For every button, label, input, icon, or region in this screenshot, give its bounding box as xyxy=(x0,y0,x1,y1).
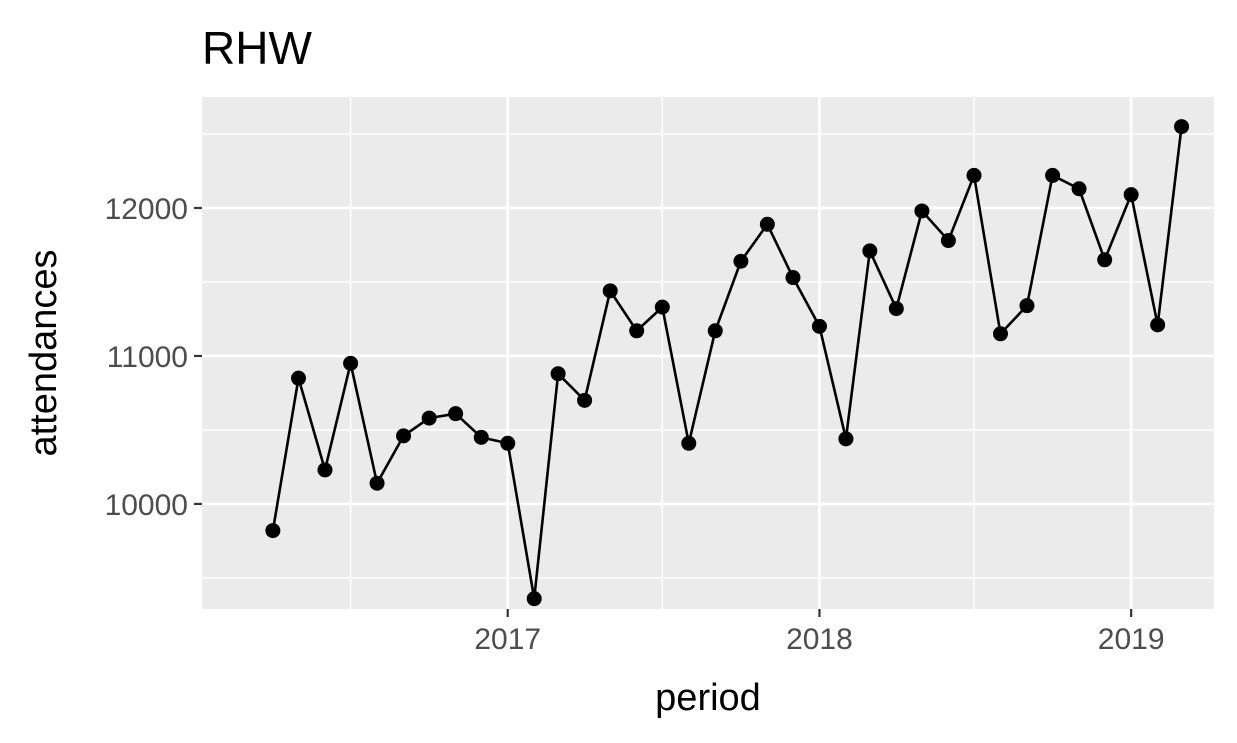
y-axis-ticks: 10000 11000 12000 xyxy=(105,193,202,522)
data-point xyxy=(888,301,904,317)
data-point xyxy=(602,283,618,299)
data-point xyxy=(681,435,697,451)
data-point xyxy=(448,406,464,422)
data-point xyxy=(526,591,542,607)
chart-title: RHW xyxy=(202,22,312,74)
data-point xyxy=(811,318,827,334)
y-axis-title: attendances xyxy=(23,249,65,456)
data-point xyxy=(733,253,749,269)
x-tick-label: 2018 xyxy=(786,623,853,656)
series-layer xyxy=(265,119,1190,607)
data-point xyxy=(343,355,359,371)
data-point xyxy=(785,270,801,286)
data-point xyxy=(1019,298,1035,314)
data-point xyxy=(577,392,593,408)
data-point xyxy=(862,243,878,259)
x-tick-label: 2017 xyxy=(474,623,541,656)
data-point xyxy=(473,429,489,445)
data-point xyxy=(500,435,516,451)
y-tick-label: 12000 xyxy=(105,193,188,226)
data-point xyxy=(966,167,982,183)
data-point xyxy=(265,523,281,539)
data-point xyxy=(1123,187,1139,203)
y-tick-label: 10000 xyxy=(105,489,188,522)
data-point xyxy=(993,326,1008,342)
data-point xyxy=(421,410,437,426)
plot-panel xyxy=(202,97,1214,609)
data-point xyxy=(1097,252,1113,268)
data-point xyxy=(759,216,775,232)
data-point xyxy=(1150,317,1166,333)
data-point xyxy=(654,299,670,315)
data-point xyxy=(317,462,333,478)
data-point xyxy=(1071,181,1087,197)
x-axis-ticks: 2017 2018 2019 xyxy=(474,609,1165,656)
data-point xyxy=(914,203,930,219)
x-axis-title: period xyxy=(655,677,761,719)
data-point xyxy=(629,323,645,339)
data-point xyxy=(940,233,956,249)
data-point xyxy=(396,428,412,444)
data-point xyxy=(1045,167,1061,183)
data-point xyxy=(369,475,385,491)
x-tick-label: 2019 xyxy=(1098,623,1165,656)
data-point xyxy=(707,323,723,339)
data-point xyxy=(291,370,306,386)
data-point xyxy=(838,431,854,447)
data-point xyxy=(1174,119,1190,135)
y-tick-label: 11000 xyxy=(107,341,188,374)
data-point xyxy=(550,366,566,382)
